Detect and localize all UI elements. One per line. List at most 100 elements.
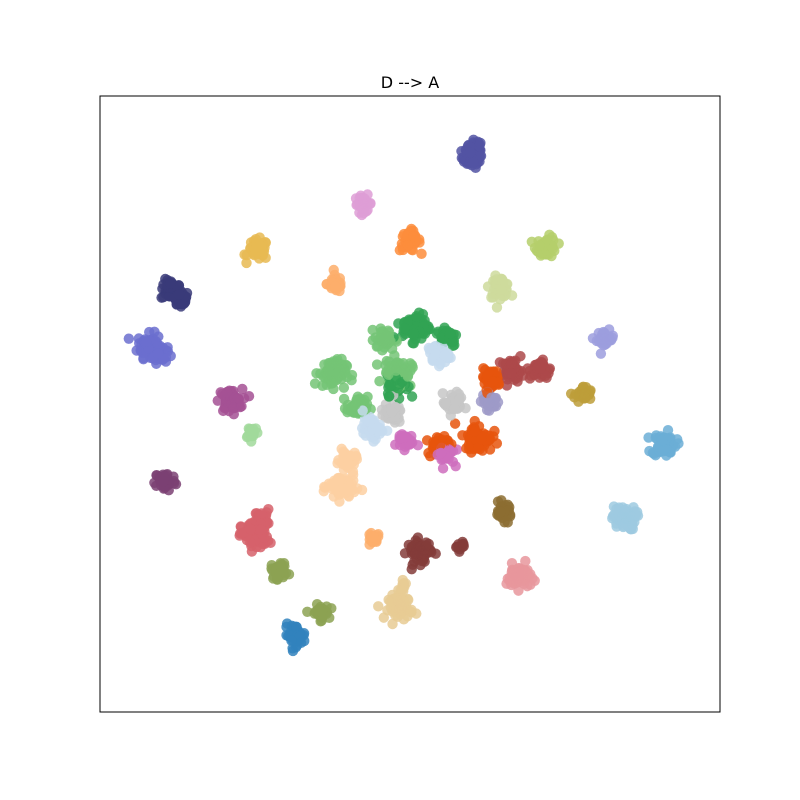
scatter-point xyxy=(487,376,499,387)
scatter-point xyxy=(361,206,372,217)
scatter-point xyxy=(158,476,169,487)
scatter-point xyxy=(473,442,484,453)
scatter-point xyxy=(362,414,373,425)
scatter-point xyxy=(377,345,388,356)
scatter-point xyxy=(281,621,292,633)
scatter-point xyxy=(611,521,622,532)
scatter-point xyxy=(399,322,410,334)
scatter-point xyxy=(328,264,339,276)
scatter-point xyxy=(177,299,188,310)
scatter-point xyxy=(256,508,267,519)
scatter-point xyxy=(138,353,149,365)
scatter-point xyxy=(413,234,425,245)
plot-frame xyxy=(99,95,721,713)
scatter-point xyxy=(173,289,185,300)
scatter-point xyxy=(131,345,142,356)
scatter-point xyxy=(495,294,506,305)
scatter-point xyxy=(330,280,341,292)
scatter-point xyxy=(374,419,385,431)
scatter-point xyxy=(152,348,164,360)
scatter-point xyxy=(495,506,506,518)
scatter-point xyxy=(218,405,229,417)
scatter-point xyxy=(144,326,155,338)
scatter-point xyxy=(569,392,580,403)
scatter-point xyxy=(383,369,394,380)
scatter-point xyxy=(381,355,392,367)
scatter-point xyxy=(246,425,257,437)
scatter-point xyxy=(535,363,546,374)
scatter-point xyxy=(534,240,545,251)
scatter-point xyxy=(339,367,351,378)
scatter-point xyxy=(162,342,173,353)
scatter-point xyxy=(311,368,322,379)
scatter-point xyxy=(475,137,486,149)
scatter-point xyxy=(314,605,326,617)
scatter-point xyxy=(662,424,674,436)
scatter-point xyxy=(506,358,517,369)
scatter-point xyxy=(491,366,502,377)
scatter-point xyxy=(165,278,176,289)
scatter-point xyxy=(432,449,443,460)
scatter-point xyxy=(595,334,607,345)
scatter-point xyxy=(428,436,439,448)
scatter-point xyxy=(613,509,625,520)
scatter-point xyxy=(513,572,524,583)
scatter-point xyxy=(367,335,379,346)
scatter-point xyxy=(286,635,297,646)
scatter-point xyxy=(595,348,607,359)
scatter-point xyxy=(123,333,135,344)
scatter-point xyxy=(520,555,531,567)
scatter-point xyxy=(513,585,524,596)
scatter-point xyxy=(486,292,497,303)
scatter-point xyxy=(465,147,476,158)
scatter-point xyxy=(336,353,347,365)
scatter-point xyxy=(295,637,307,648)
scatter-point xyxy=(506,557,518,569)
scatter-point xyxy=(411,310,422,322)
scatter-point xyxy=(439,350,450,361)
scatter-point xyxy=(644,445,655,457)
scatter-point xyxy=(383,391,395,402)
scatter-point xyxy=(657,434,668,446)
scatter-point xyxy=(491,302,503,313)
scatter-point xyxy=(455,392,467,403)
scatter-point xyxy=(140,336,152,347)
scatter-point xyxy=(450,461,461,472)
scatter-point xyxy=(423,342,435,354)
scatter-point xyxy=(673,438,684,449)
scatter-point xyxy=(387,618,398,630)
scatter-point xyxy=(402,370,414,381)
scatter-point xyxy=(237,383,248,395)
scatter-point xyxy=(412,440,424,451)
scatter-point xyxy=(338,382,350,393)
scatter-point xyxy=(345,450,356,461)
points-layer xyxy=(123,134,684,657)
scatter-point xyxy=(415,559,426,571)
scatter-point xyxy=(271,574,283,585)
scatter-point xyxy=(378,612,390,623)
scatter-point xyxy=(245,524,256,535)
scatter-point xyxy=(626,511,637,522)
scatter-point xyxy=(406,391,418,402)
scatter-point xyxy=(607,332,618,344)
scatter-point xyxy=(430,348,441,360)
scatter-point xyxy=(410,548,421,560)
chart-title: D --> A xyxy=(381,73,439,92)
scatter-point xyxy=(221,386,233,398)
scatter-point xyxy=(278,565,289,576)
scatter-point xyxy=(326,603,337,614)
scatter-point xyxy=(657,446,669,457)
scatter-point xyxy=(371,359,383,370)
scatter-point xyxy=(483,367,494,378)
scatter-point xyxy=(251,242,263,253)
scatter-point xyxy=(603,324,615,335)
scatter-point xyxy=(416,248,427,259)
scatter-point xyxy=(241,249,252,261)
scatter-point xyxy=(449,403,460,414)
scatter-point xyxy=(496,284,507,295)
scatter-point xyxy=(406,606,417,618)
scatter-point xyxy=(228,402,239,413)
scatter-point xyxy=(421,540,432,551)
scatter-point xyxy=(357,405,368,416)
